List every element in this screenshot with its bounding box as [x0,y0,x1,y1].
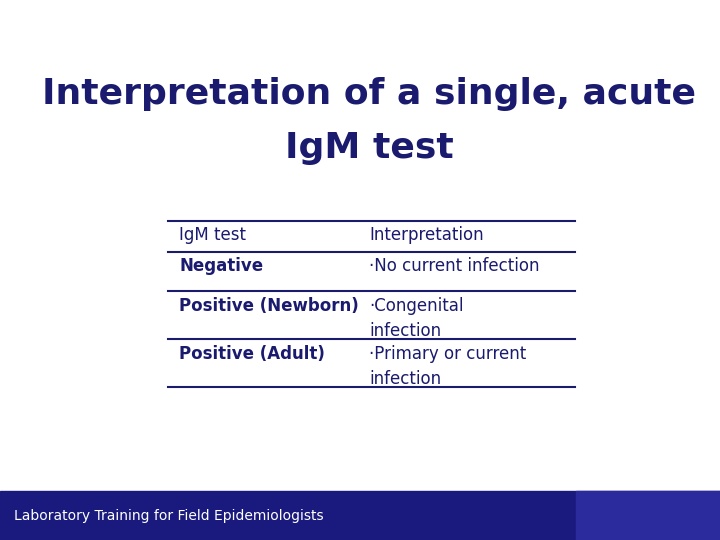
Text: IgM test: IgM test [284,131,454,165]
Text: ·Congenital
infection: ·Congenital infection [369,297,464,340]
Text: Positive (Newborn): Positive (Newborn) [179,297,359,315]
Text: ·Primary or current
infection: ·Primary or current infection [369,345,526,388]
Text: Interpretation: Interpretation [369,226,484,244]
Text: Negative: Negative [179,258,264,275]
Text: Laboratory Training for Field Epidemiologists: Laboratory Training for Field Epidemiolo… [14,509,324,523]
Text: Positive (Adult): Positive (Adult) [179,345,325,363]
Text: Organization: Organization [651,521,720,531]
Text: World Health: World Health [651,504,720,514]
Text: Interpretation of a single, acute: Interpretation of a single, acute [42,77,696,111]
Text: IgM test: IgM test [179,226,246,244]
Text: ·No current infection: ·No current infection [369,258,539,275]
